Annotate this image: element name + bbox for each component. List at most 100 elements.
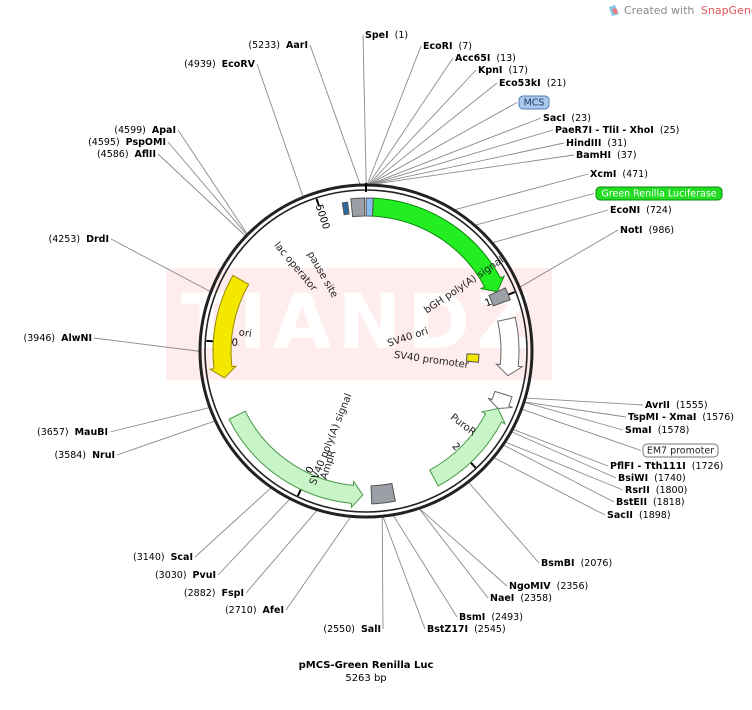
ampr-arrow: [228, 410, 364, 509]
site-label: TspMI - XmaI (1576): [628, 412, 734, 423]
site-label: (2710) AfeI: [225, 605, 284, 616]
tick-mark: [315, 198, 321, 207]
sv40-ori-box: [465, 353, 480, 363]
site-label: (4253) DrdI: [49, 234, 110, 245]
site-label: XcmI (471): [590, 169, 648, 180]
site-label: EcoNI (724): [610, 205, 672, 216]
feature-tags: MCS Green Renilla Luciferase EM7 promoter: [518, 95, 723, 458]
site-label: BstEII (1818): [616, 497, 685, 508]
site-leader-line: [157, 153, 246, 236]
tick-label: 5000: [313, 203, 331, 231]
site-leader-line: [116, 420, 215, 456]
sv40-promoter-arrow: [494, 316, 524, 377]
site-label: SpeI (1): [365, 30, 408, 41]
site-label: (2550) SalI: [323, 624, 381, 635]
site-label: AvrII (1555): [645, 400, 708, 411]
site-leader-line: [110, 238, 211, 292]
site-label: (4586) AflII: [97, 149, 156, 160]
site-label: (3584) NruI: [54, 450, 115, 461]
site-labels: SpeI (1) EcoRI (7)Acc65I (13)KpnI (17) Eco53kI…: [24, 30, 734, 635]
site-label: (4939) EcoRV: [184, 59, 256, 70]
site-label: (3946) AlwNI: [24, 333, 92, 344]
site-leader-line: [369, 69, 477, 185]
green-renilla-tag-text: Green Renilla Luciferase: [601, 189, 716, 200]
site-label: (4599) ApaI: [114, 125, 176, 136]
site-label: NgoMIV (2356): [509, 581, 588, 592]
site-leader-line: [366, 45, 422, 185]
site-label: (3657) MauBI: [37, 427, 108, 438]
bgh-polya-box: [488, 287, 511, 307]
site-leader-line: [381, 517, 384, 630]
site-label: SacI (23): [543, 113, 591, 124]
site-leader-line: [393, 515, 458, 618]
site-leader-line: [524, 401, 627, 418]
mcs-box: [365, 197, 374, 217]
site-leader-line: [419, 508, 489, 599]
puror-label: PuroR: [448, 412, 478, 438]
site-leader-line: [373, 154, 575, 185]
site-label: EcoRI (7): [423, 41, 472, 52]
site-leader-line: [382, 516, 426, 630]
snapgene-logo-icon: [609, 5, 619, 16]
site-leader-line: [167, 141, 247, 235]
tag-leader-line: [475, 193, 595, 226]
mcs-tag-text: MCS: [524, 98, 545, 109]
snapgene-credit: Created with SnapGene ®: [609, 4, 752, 17]
site-leader-line: [524, 402, 624, 431]
site-leader-line: [177, 129, 248, 235]
site-label: SmaI (1578): [625, 425, 689, 436]
em7-tag-text: EM7 promoter: [647, 446, 714, 457]
site-label: NaeI (2358): [490, 593, 552, 604]
site-label: Eco53kI (21): [499, 78, 566, 89]
site-leader-line: [372, 142, 565, 185]
site-leader-line: [526, 397, 644, 406]
site-leader-line: [519, 229, 619, 288]
site-label: KpnI (17): [478, 65, 528, 76]
site-leader-line: [513, 429, 609, 467]
pause-site-box: [350, 197, 366, 218]
site-label: Acc65I (13): [455, 53, 516, 64]
site-leader-line: [419, 508, 508, 587]
mcs-tag: MCS: [518, 95, 550, 110]
site-leader-line: [369, 82, 498, 185]
tag-leader-line: [522, 408, 642, 451]
ori-label: ori: [238, 327, 252, 340]
site-leader-line: [362, 34, 367, 185]
site-label: NotI (986): [620, 225, 674, 236]
site-label: BstZ17I (2545): [427, 624, 506, 635]
site-leader-line: [245, 510, 318, 594]
site-label: BsmI (2493): [459, 612, 523, 623]
site-leader-line: [503, 444, 615, 503]
site-label: (5233) AarI: [248, 40, 308, 51]
em7-promoter-arrow: [487, 390, 513, 410]
site-label: BsmBI (2076): [541, 558, 612, 569]
site-label: (4595) PspOMI: [88, 137, 166, 148]
green-renilla-tag: Green Renilla Luciferase: [595, 186, 723, 201]
created-with-text: Created with SnapGene ®: [624, 4, 752, 17]
site-leader-line: [309, 44, 361, 185]
site-label: (3140) ScaI: [133, 552, 193, 563]
puror-arrow: [429, 407, 507, 487]
site-label: PflFI - Tth111I (1726): [610, 461, 723, 472]
site-leader-line: [370, 129, 554, 185]
site-leader-line: [256, 63, 304, 197]
site-label: BamHI (37): [576, 150, 637, 161]
site-label: (2882) FspI: [184, 588, 244, 599]
site-leader-line: [511, 431, 617, 479]
site-leader-line: [109, 407, 210, 433]
site-leader-line: [285, 517, 351, 611]
plasmid-size: 5263 bp: [345, 673, 386, 684]
site-label: PaeR7I - TliI - XhoI (25): [555, 125, 679, 136]
features: [208, 197, 524, 509]
site-leader-line: [492, 209, 609, 244]
site-leader-line: [370, 117, 542, 185]
site-leader-line: [454, 173, 589, 211]
site-label: HindIII (31): [566, 138, 627, 149]
site-leader-line: [368, 57, 454, 185]
tag-leader-line: [369, 102, 518, 185]
map-title: pMCS-Green Renilla Luc 5263 bp: [299, 660, 434, 684]
site-leader-line: [494, 457, 606, 516]
leader-lines: [93, 34, 644, 630]
site-leader-line: [93, 337, 200, 352]
